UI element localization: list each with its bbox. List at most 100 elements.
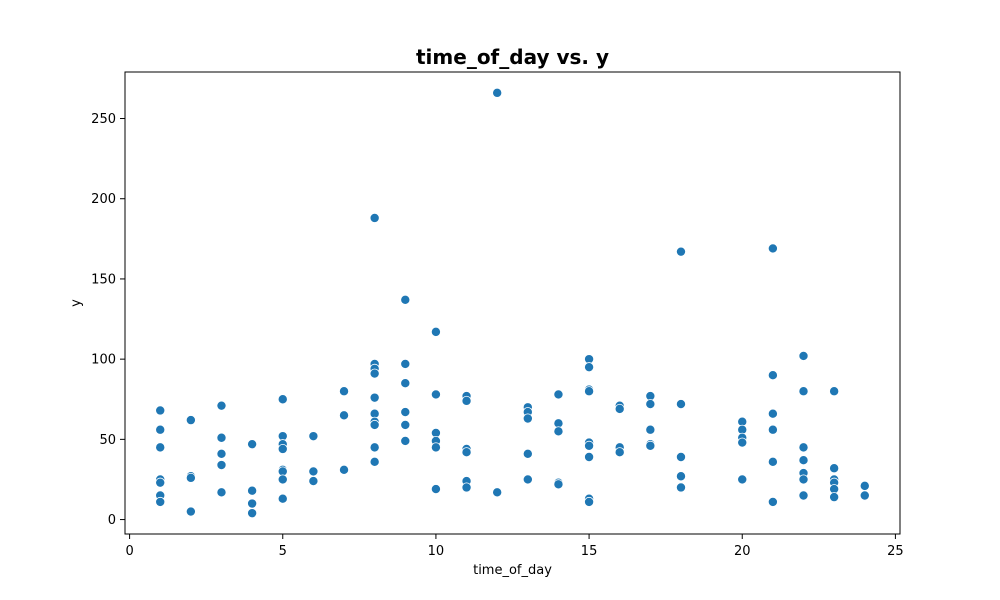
data-point	[767, 496, 778, 507]
data-point	[522, 474, 533, 485]
data-point	[216, 487, 227, 498]
data-point	[185, 472, 196, 483]
data-point	[737, 474, 748, 485]
data-point	[369, 456, 380, 467]
data-point	[767, 424, 778, 435]
data-point	[553, 389, 564, 400]
data-point	[155, 496, 166, 507]
data-point	[829, 386, 840, 397]
data-point	[277, 493, 288, 504]
data-point	[584, 362, 595, 373]
data-point	[400, 419, 411, 430]
data-point	[430, 326, 441, 337]
y-axis-label: y	[69, 299, 84, 307]
data-point	[614, 447, 625, 458]
data-point	[737, 437, 748, 448]
data-point	[216, 432, 227, 443]
data-point	[400, 378, 411, 389]
data-point	[369, 368, 380, 379]
y-tick-label: 100	[91, 353, 116, 368]
data-point	[859, 490, 870, 501]
data-point	[216, 460, 227, 471]
data-point	[308, 431, 319, 442]
data-point	[767, 243, 778, 254]
data-point	[400, 407, 411, 418]
data-point	[247, 498, 258, 509]
data-point	[584, 386, 595, 397]
data-point	[767, 456, 778, 467]
data-point	[430, 442, 441, 453]
data-point	[185, 506, 196, 517]
plot-frame	[124, 71, 901, 535]
data-point	[675, 399, 686, 410]
x-axis-ticks: 0 5 10 15 20 25	[125, 534, 904, 559]
data-point	[247, 485, 258, 496]
data-point	[798, 350, 809, 361]
data-point	[859, 480, 870, 491]
data-point	[461, 395, 472, 406]
y-tick-label: 250	[91, 112, 116, 127]
data-point	[339, 410, 350, 421]
data-point	[369, 392, 380, 403]
data-point	[369, 419, 380, 430]
y-tick-label: 50	[99, 433, 116, 448]
data-point	[584, 451, 595, 462]
data-point	[277, 394, 288, 405]
data-point	[767, 408, 778, 419]
x-tick-label: 15	[581, 544, 598, 559]
data-point	[216, 448, 227, 459]
data-point	[492, 87, 503, 98]
x-tick-label: 20	[734, 544, 751, 559]
data-point	[767, 370, 778, 381]
data-point	[461, 482, 472, 493]
data-point	[492, 487, 503, 498]
data-point	[400, 435, 411, 446]
data-point	[645, 399, 656, 410]
data-point	[339, 386, 350, 397]
points-layer	[155, 87, 870, 519]
data-point	[829, 492, 840, 503]
data-point	[430, 389, 441, 400]
data-point	[798, 386, 809, 397]
data-point	[645, 440, 656, 451]
data-point	[798, 455, 809, 466]
data-point	[798, 490, 809, 501]
data-point	[584, 496, 595, 507]
data-point	[155, 424, 166, 435]
y-tick-label: 150	[91, 272, 116, 287]
data-point	[675, 451, 686, 462]
y-axis-ticks: 0 50 100 150 200 250	[91, 112, 125, 528]
y-tick-label: 0	[108, 513, 116, 528]
data-point	[798, 442, 809, 453]
x-tick-label: 25	[887, 544, 904, 559]
data-point	[308, 476, 319, 487]
data-point	[369, 442, 380, 453]
data-point	[522, 448, 533, 459]
data-point	[400, 358, 411, 369]
data-point	[155, 477, 166, 488]
data-point	[400, 294, 411, 305]
data-point	[461, 447, 472, 458]
data-point	[675, 246, 686, 257]
data-point	[522, 413, 533, 424]
x-tick-label: 5	[279, 544, 287, 559]
x-tick-label: 0	[125, 544, 133, 559]
data-point	[155, 405, 166, 416]
data-point	[155, 442, 166, 453]
data-point	[829, 463, 840, 474]
data-point	[430, 484, 441, 495]
data-point	[277, 443, 288, 454]
data-point	[247, 439, 258, 450]
data-point	[798, 474, 809, 485]
data-point	[553, 426, 564, 437]
x-axis-label: time_of_day	[473, 563, 552, 578]
data-point	[369, 212, 380, 223]
data-point	[308, 466, 319, 477]
data-point	[339, 464, 350, 475]
data-point	[247, 508, 258, 519]
data-point	[645, 424, 656, 435]
data-point	[584, 440, 595, 451]
data-point	[675, 471, 686, 482]
